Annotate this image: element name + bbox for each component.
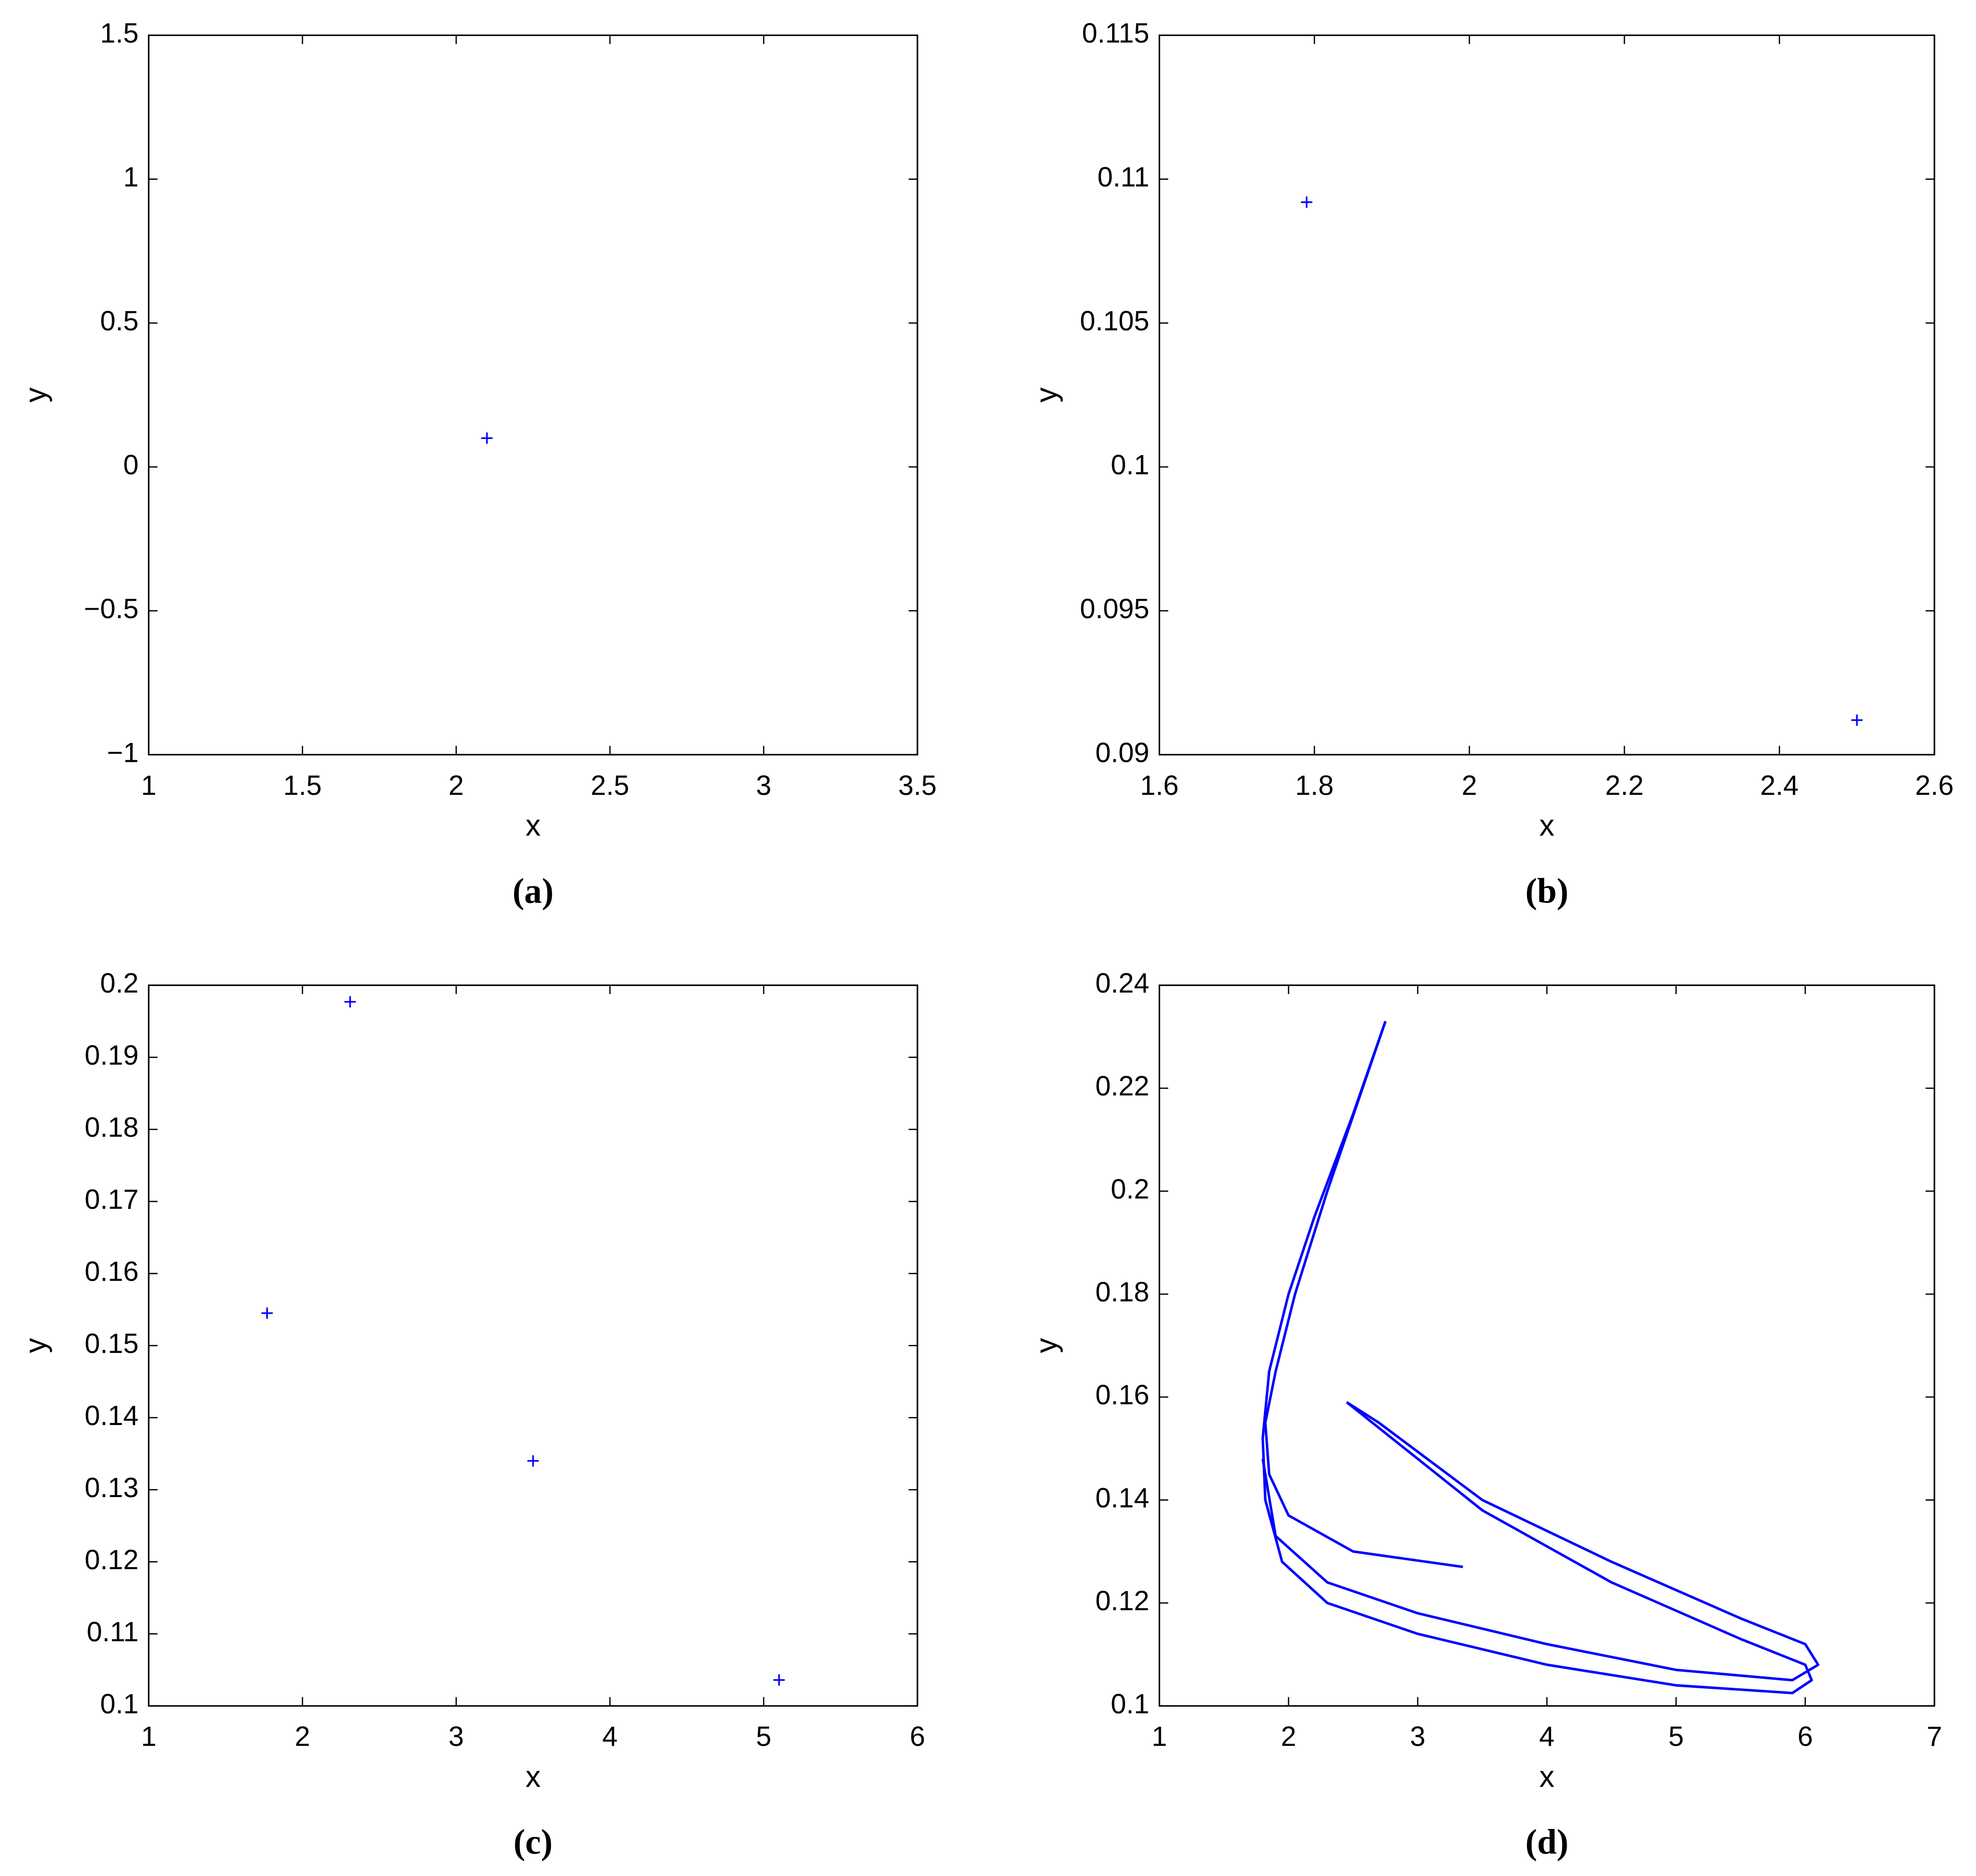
- y-axis-label: y: [1029, 1337, 1063, 1353]
- y-tick-label: 0.095: [1080, 593, 1150, 624]
- caption: (d): [1526, 1823, 1569, 1862]
- x-tick-label: 2.6: [1915, 770, 1953, 801]
- y-tick-label: 1.5: [100, 18, 139, 49]
- x-tick-label: 3.5: [898, 770, 937, 801]
- subplot: 1.6 1.8 2 2.2 2.4 2.6 0.09 0.095 0.1 0.105 0.11 0.1…: [1029, 18, 1954, 910]
- caption: (b): [1526, 871, 1569, 910]
- point-marker: [1301, 196, 1312, 208]
- point-marker: [481, 432, 493, 444]
- y-tick-label: 0.12: [85, 1544, 139, 1575]
- x-tick-label: 4: [602, 1721, 618, 1752]
- y-tick-label: 0.22: [1095, 1071, 1149, 1102]
- y-tick-label: 0.13: [85, 1472, 139, 1503]
- trajectory-line: [1261, 1401, 1820, 1682]
- trajectory-line: [1261, 1021, 1813, 1695]
- y-tick-label: 0.15: [85, 1328, 139, 1359]
- x-tick-label: 1: [1152, 1721, 1167, 1752]
- x-tick-label: 5: [1668, 1721, 1684, 1752]
- x-tick-label: 3: [448, 1721, 464, 1752]
- y-tick-label: 0.24: [1095, 968, 1149, 999]
- y-tick-label: 0.1: [100, 1688, 139, 1719]
- y-tick-label: −1: [107, 737, 139, 768]
- subplot: 1 2 3 4 5 6 7 0.1 0.12 0.14 0.16 0.18 0.2 0.22 0.24 x y (…: [1029, 968, 1942, 1862]
- y-tick-label: 0.12: [1095, 1585, 1149, 1616]
- y-tick-label: 0.11: [1098, 162, 1150, 193]
- subplot: 1 2 3 4 5 6 0.1 0.11 0.12 0.13 0.14 0.15 0.16 0.17 0.1…: [18, 968, 925, 1862]
- y-tick-label: 0.2: [100, 968, 139, 999]
- y-tick-label: 0.105: [1080, 305, 1150, 336]
- x-tick-label: 2.4: [1760, 770, 1799, 801]
- trajectory-line: [1264, 1021, 1463, 1569]
- x-tick-label: 2: [295, 1721, 310, 1752]
- y-tick-label: 0.5: [100, 305, 139, 336]
- point-marker: [261, 1307, 273, 1319]
- x-tick-label: 1.8: [1295, 770, 1334, 801]
- y-tick-label: 0.2: [1111, 1173, 1149, 1204]
- x-axis-label: x: [526, 808, 541, 842]
- x-tick-label: 1: [141, 1721, 157, 1752]
- y-tick-label: 0.11: [87, 1616, 139, 1647]
- plot-frame: [148, 34, 918, 756]
- y-tick-label: 0.16: [1095, 1379, 1149, 1411]
- y-tick-label: 0.14: [1095, 1482, 1149, 1513]
- x-tick-label: 2: [448, 770, 464, 801]
- y-tick-label: 0.1: [1111, 1688, 1149, 1719]
- caption: (a): [513, 871, 554, 910]
- subplot: 1 1.5 2 2.5 3 3.5 −1 −0.5 0 0.5 1 1.5 x y (a): [18, 18, 936, 910]
- y-tick-label: 0.18: [85, 1112, 139, 1143]
- x-tick-label: 3: [756, 770, 771, 801]
- point-marker: [1851, 714, 1863, 726]
- x-tick-label: 5: [756, 1721, 771, 1752]
- x-tick-label: 7: [1927, 1721, 1942, 1752]
- x-tick-label: 1.5: [283, 770, 322, 801]
- y-tick-label: 0.18: [1095, 1276, 1149, 1307]
- x-tick-label: 4: [1539, 1721, 1555, 1752]
- x-axis-label: x: [1540, 808, 1555, 842]
- x-tick-label: 2.5: [591, 770, 629, 801]
- y-tick-label: 0.14: [85, 1400, 139, 1431]
- y-tick-label: 0.19: [85, 1040, 139, 1071]
- y-tick-label: 0.1: [1111, 449, 1149, 480]
- x-tick-label: 1.6: [1140, 770, 1179, 801]
- y-tick-label: 0.16: [85, 1256, 139, 1287]
- x-tick-label: 6: [910, 1721, 925, 1752]
- y-tick-label: 0.115: [1082, 18, 1149, 49]
- y-tick-label: 1: [123, 162, 139, 193]
- x-tick-label: 3: [1410, 1721, 1425, 1752]
- y-tick-label: 0: [123, 449, 139, 480]
- y-axis-label: y: [18, 1337, 52, 1353]
- y-tick-label: −0.5: [84, 593, 139, 624]
- y-tick-label: 0.09: [1095, 737, 1149, 768]
- caption: (c): [514, 1823, 553, 1862]
- y-tick-label: 0.17: [85, 1184, 139, 1215]
- x-axis-label: x: [1540, 1759, 1555, 1793]
- point-marker: [344, 996, 356, 1008]
- x-tick-label: 6: [1797, 1721, 1813, 1752]
- y-axis-label: y: [1029, 387, 1063, 402]
- x-tick-label: 1: [141, 770, 157, 801]
- plot-frame: [148, 984, 918, 1707]
- point-marker: [527, 1455, 539, 1467]
- x-tick-label: 2: [1281, 1721, 1296, 1752]
- y-axis-label: y: [18, 387, 52, 402]
- x-tick-label: 2.2: [1605, 770, 1644, 801]
- point-marker: [773, 1674, 785, 1686]
- x-tick-label: 2: [1461, 770, 1477, 801]
- x-axis-label: x: [526, 1759, 541, 1793]
- plot-frame: [1158, 34, 1935, 756]
